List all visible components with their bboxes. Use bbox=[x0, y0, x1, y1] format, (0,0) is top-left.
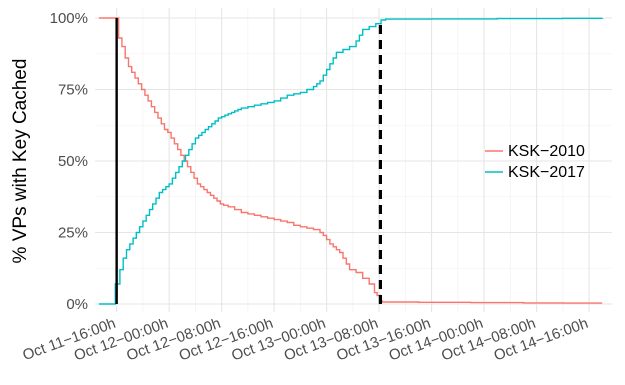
series-line-0 bbox=[98, 17, 603, 304]
legend: KSK−2010 KSK−2017 bbox=[485, 143, 585, 181]
grid bbox=[95, 8, 612, 312]
y-axis: 0% 25% 50% 75% 100% bbox=[50, 10, 88, 313]
legend-label-0: KSK−2010 bbox=[508, 143, 585, 160]
series-lines bbox=[98, 17, 603, 305]
legend-label-1: KSK−2017 bbox=[508, 164, 585, 181]
series-line-1 bbox=[98, 17, 603, 305]
y-tick-label: 75% bbox=[58, 82, 88, 99]
y-axis-title: % VPs with Key Cached bbox=[10, 59, 31, 264]
y-tick-label: 100% bbox=[50, 10, 88, 27]
y-tick-label: 50% bbox=[58, 153, 88, 170]
y-tick-label: 25% bbox=[58, 225, 88, 242]
annotation-lines bbox=[115, 18, 382, 304]
y-tick-label: 0% bbox=[66, 296, 88, 313]
